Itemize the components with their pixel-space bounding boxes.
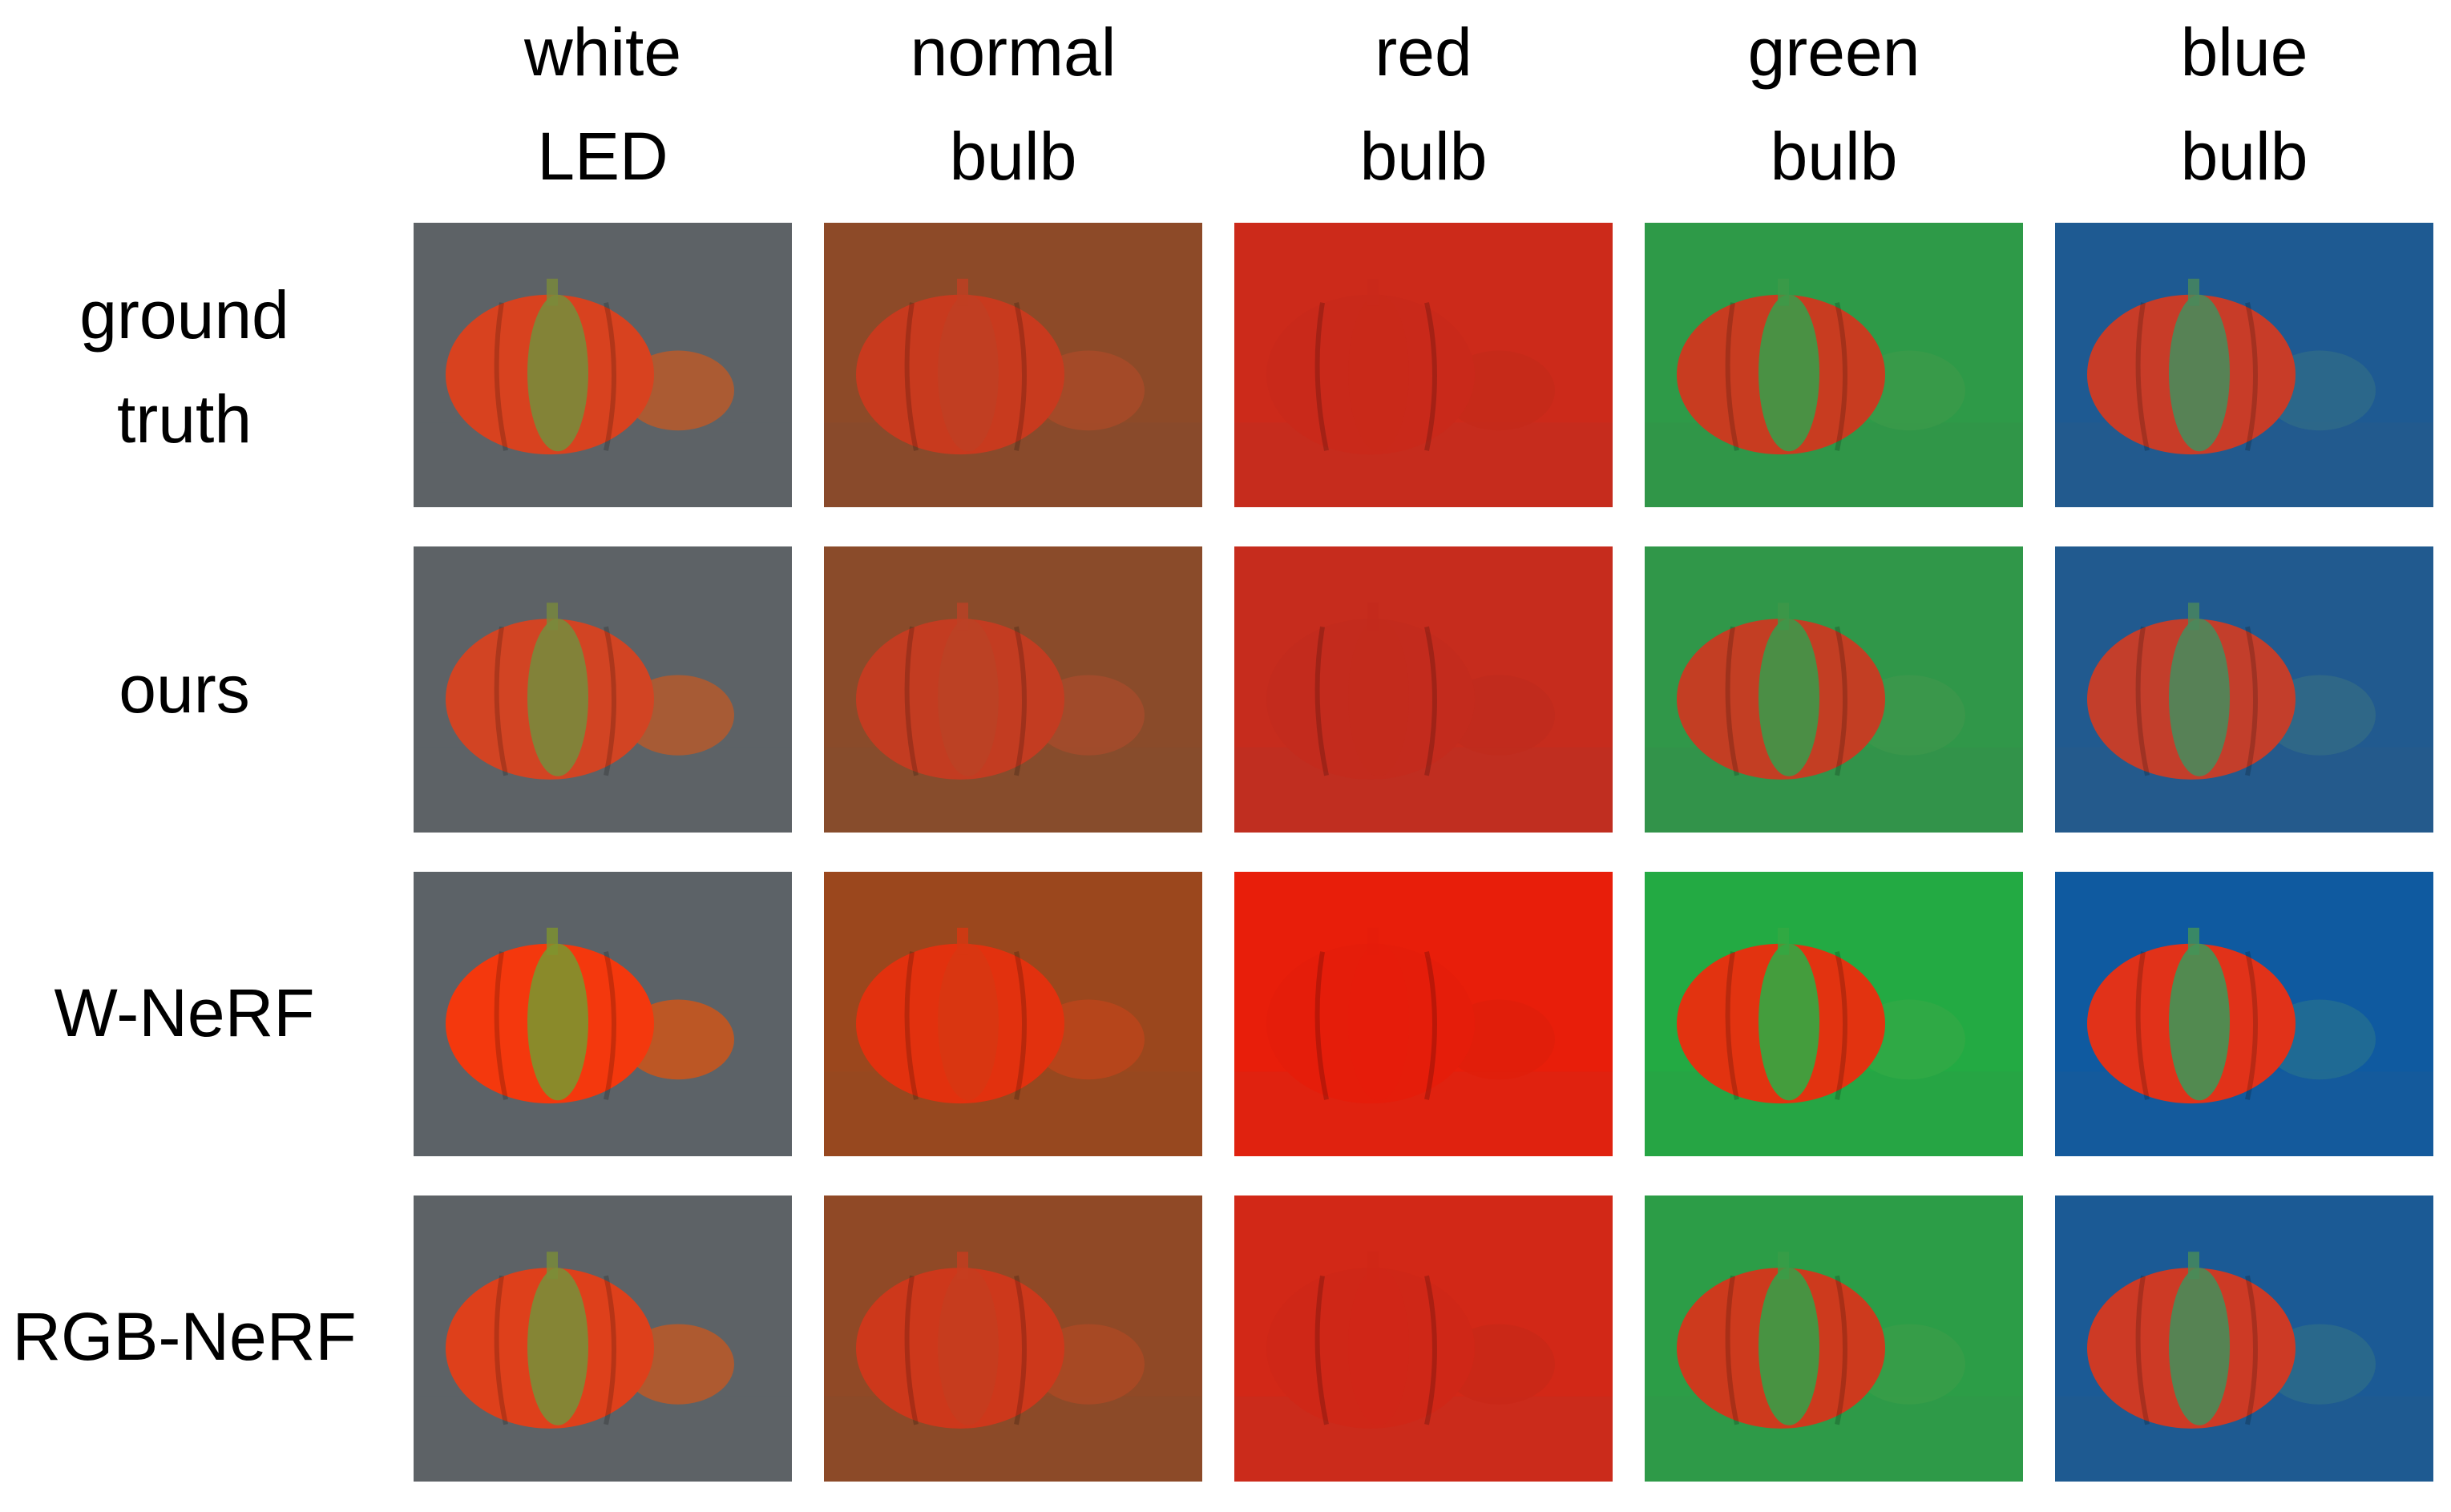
col-header-line1: white — [523, 14, 682, 90]
thumb-rgb-nerf-red-bulb — [1234, 1195, 1613, 1482]
thumbnail-image — [1645, 223, 2023, 507]
thumb-ours-normal-bulb — [824, 546, 1202, 833]
thumb-ours-blue-bulb — [2055, 546, 2433, 833]
thumbnail-image — [1645, 546, 2023, 833]
row-header-line1: W-NeRF — [54, 975, 315, 1050]
thumbnail-image — [1234, 1195, 1613, 1482]
row-header-line1: ours — [119, 651, 250, 727]
thumb-w-nerf-green-bulb — [1645, 872, 2023, 1156]
thumbnail-image — [414, 1195, 792, 1482]
thumb-w-nerf-white-led — [414, 872, 792, 1156]
col-header-line1: red — [1375, 14, 1472, 90]
thumbnail-image — [1234, 546, 1613, 833]
thumb-ground-truth-green-bulb — [1645, 223, 2023, 507]
thumb-w-nerf-red-bulb — [1234, 872, 1613, 1156]
col-header-line1: normal — [910, 14, 1116, 90]
thumbnail-image — [1234, 223, 1613, 507]
thumb-ground-truth-white-led — [414, 223, 792, 507]
col-header-red-bulb: red bulb — [1234, 0, 1613, 208]
row-header-line1: RGB-NeRF — [12, 1299, 357, 1374]
thumb-rgb-nerf-green-bulb — [1645, 1195, 2023, 1482]
thumbnail-image — [2055, 872, 2433, 1156]
row-header-rgb-nerf: RGB-NeRF — [0, 1232, 369, 1441]
row-header-line1: ground — [79, 277, 289, 353]
col-header-blue-bulb: blue bulb — [2055, 0, 2433, 208]
thumb-rgb-nerf-normal-bulb — [824, 1195, 1202, 1482]
thumbnail-image — [824, 1195, 1202, 1482]
thumbnail-image — [824, 223, 1202, 507]
col-header-line1: green — [1747, 14, 1920, 90]
thumbnail-image — [824, 546, 1202, 833]
thumb-ours-red-bulb — [1234, 546, 1613, 833]
col-header-line2: bulb — [2180, 119, 2308, 194]
row-header-w-nerf: W-NeRF — [0, 909, 369, 1117]
thumb-ours-white-led — [414, 546, 792, 833]
row-header-line2: truth — [116, 381, 252, 457]
col-header-line1: blue — [2180, 14, 2308, 90]
col-header-white-led: white LED — [414, 0, 792, 208]
thumb-w-nerf-blue-bulb — [2055, 872, 2433, 1156]
row-header-ground-truth: ground truth — [0, 263, 369, 471]
thumb-ground-truth-red-bulb — [1234, 223, 1613, 507]
thumbnail-image — [414, 223, 792, 507]
thumb-rgb-nerf-white-led — [414, 1195, 792, 1482]
thumbnail-image — [2055, 223, 2433, 507]
col-header-green-bulb: green bulb — [1645, 0, 2023, 208]
thumbnail-image — [824, 872, 1202, 1156]
thumbnail-image — [2055, 546, 2433, 833]
thumb-ground-truth-normal-bulb — [824, 223, 1202, 507]
thumbnail-image — [1645, 872, 2023, 1156]
thumbnail-image — [1645, 1195, 2023, 1482]
col-header-line2: bulb — [949, 119, 1077, 194]
thumb-ours-green-bulb — [1645, 546, 2023, 833]
thumbnail-image — [414, 546, 792, 833]
col-header-line2: LED — [537, 119, 668, 194]
thumbnail-image — [414, 872, 792, 1156]
thumb-rgb-nerf-blue-bulb — [2055, 1195, 2433, 1482]
thumb-ground-truth-blue-bulb — [2055, 223, 2433, 507]
thumbnail-image — [2055, 1195, 2433, 1482]
row-header-ours: ours — [0, 585, 369, 793]
col-header-line2: bulb — [1359, 119, 1488, 194]
thumbnail-image — [1234, 872, 1613, 1156]
thumb-w-nerf-normal-bulb — [824, 872, 1202, 1156]
col-header-line2: bulb — [1770, 119, 1898, 194]
col-header-normal-bulb: normal bulb — [824, 0, 1202, 208]
